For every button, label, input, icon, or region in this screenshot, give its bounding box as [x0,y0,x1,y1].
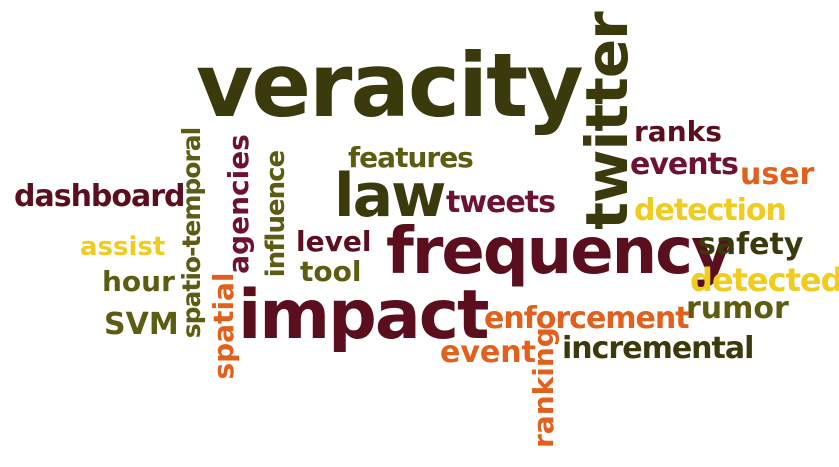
word-hour: hour [102,265,175,298]
word-twitter: twitter [573,12,641,230]
word-detection: detection [634,193,787,228]
word-event: event [440,335,536,370]
word-incremental: incremental [562,331,754,366]
word-influence: influence [261,150,291,278]
word-ranking: ranking [527,327,560,448]
word-tool: tool [300,255,362,288]
word-enforcement: enforcement [484,301,690,336]
word-spatio-temporal: spatio-temporal [177,127,206,339]
word-veracity: veracity [196,34,584,137]
word-frequency: frequency [386,215,733,289]
word-level: level [296,225,372,258]
word-svm: SVM [104,307,179,342]
word-features: features [348,141,474,174]
word-spatial: spatial [207,272,240,380]
word-rumor: rumor [686,291,789,326]
word-law: law [334,161,446,231]
word-assist: assist [80,232,166,262]
word-events: events [630,147,739,182]
word-user: user [740,157,815,192]
word-tweets: tweets [446,185,556,220]
word-agencies: agencies [222,134,255,274]
word-safety: safety [698,227,804,262]
word-impact: impact [238,276,490,355]
word-dashboard: dashboard [14,179,186,214]
word-ranks: ranks [634,115,722,148]
word-detected: detected [690,261,839,299]
